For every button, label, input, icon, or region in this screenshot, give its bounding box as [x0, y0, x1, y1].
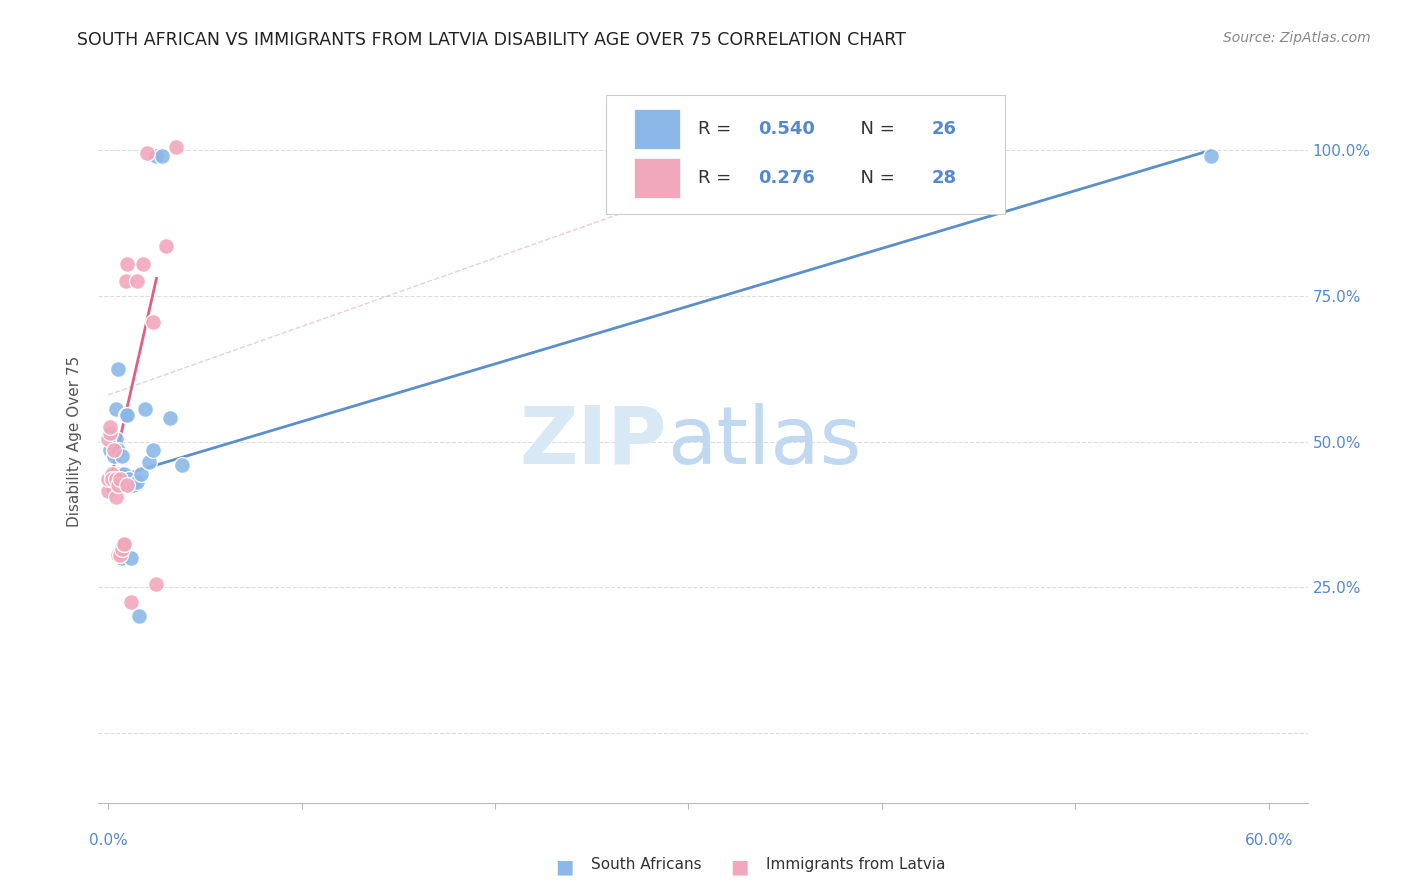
Point: [165, 140, 187, 154]
Point: [111, 551, 134, 566]
Point: [108, 472, 131, 486]
Point: [145, 577, 167, 591]
Point: [128, 609, 150, 624]
Text: R =: R =: [699, 169, 737, 186]
Point: [150, 149, 173, 163]
Text: 26: 26: [932, 120, 956, 137]
Point: [103, 449, 125, 463]
Text: 28: 28: [932, 169, 956, 186]
Point: [103, 443, 125, 458]
Point: [117, 409, 139, 423]
Point: [108, 467, 131, 481]
Point: [101, 467, 124, 481]
Point: [97, 484, 120, 499]
Point: [111, 542, 134, 557]
Point: [127, 274, 149, 288]
Point: [107, 361, 129, 376]
Point: [108, 548, 131, 562]
Text: N =: N =: [849, 169, 901, 186]
Point: [114, 274, 136, 288]
Point: [120, 595, 142, 609]
Text: R =: R =: [699, 120, 737, 137]
Point: [107, 443, 129, 458]
Text: ■: ■: [730, 857, 748, 876]
Text: 60.0%: 60.0%: [1244, 833, 1294, 848]
Text: atlas: atlas: [666, 402, 860, 481]
Point: [134, 402, 156, 417]
Point: [170, 458, 193, 472]
Text: 0.540: 0.540: [759, 120, 815, 137]
Text: South Africans: South Africans: [591, 857, 702, 872]
Point: [155, 239, 177, 253]
FancyBboxPatch shape: [606, 95, 1005, 214]
Point: [127, 475, 149, 490]
FancyBboxPatch shape: [634, 109, 681, 149]
Point: [112, 467, 135, 481]
Point: [1199, 149, 1222, 163]
Point: [117, 257, 139, 271]
Point: [111, 449, 134, 463]
Point: [142, 315, 165, 329]
Text: ■: ■: [555, 857, 574, 876]
Text: 0.0%: 0.0%: [89, 833, 128, 848]
Point: [145, 149, 167, 163]
Point: [97, 472, 120, 486]
Text: 0.276: 0.276: [759, 169, 815, 186]
Point: [112, 536, 135, 550]
Point: [98, 420, 121, 434]
Point: [129, 467, 152, 481]
Point: [98, 425, 121, 440]
Text: Immigrants from Latvia: Immigrants from Latvia: [766, 857, 945, 872]
Point: [107, 548, 129, 562]
Point: [104, 402, 127, 417]
Point: [114, 409, 136, 423]
Point: [112, 536, 135, 550]
Point: [107, 478, 129, 492]
Point: [132, 257, 155, 271]
Point: [118, 472, 141, 486]
Text: Source: ZipAtlas.com: Source: ZipAtlas.com: [1223, 31, 1371, 45]
Point: [142, 443, 165, 458]
Point: [120, 551, 142, 566]
Point: [104, 432, 127, 446]
Text: N =: N =: [849, 120, 901, 137]
Point: [159, 411, 181, 425]
FancyBboxPatch shape: [634, 158, 681, 198]
Point: [101, 472, 124, 486]
Point: [97, 432, 120, 446]
Point: [104, 490, 127, 504]
Point: [138, 455, 160, 469]
Point: [98, 443, 121, 458]
Text: ZIP: ZIP: [519, 402, 666, 481]
Point: [104, 472, 127, 486]
Text: SOUTH AFRICAN VS IMMIGRANTS FROM LATVIA DISABILITY AGE OVER 75 CORRELATION CHART: SOUTH AFRICAN VS IMMIGRANTS FROM LATVIA …: [77, 31, 907, 49]
Point: [117, 478, 139, 492]
Y-axis label: Disability Age Over 75: Disability Age Over 75: [67, 356, 83, 527]
Point: [122, 478, 145, 492]
Point: [135, 146, 157, 161]
